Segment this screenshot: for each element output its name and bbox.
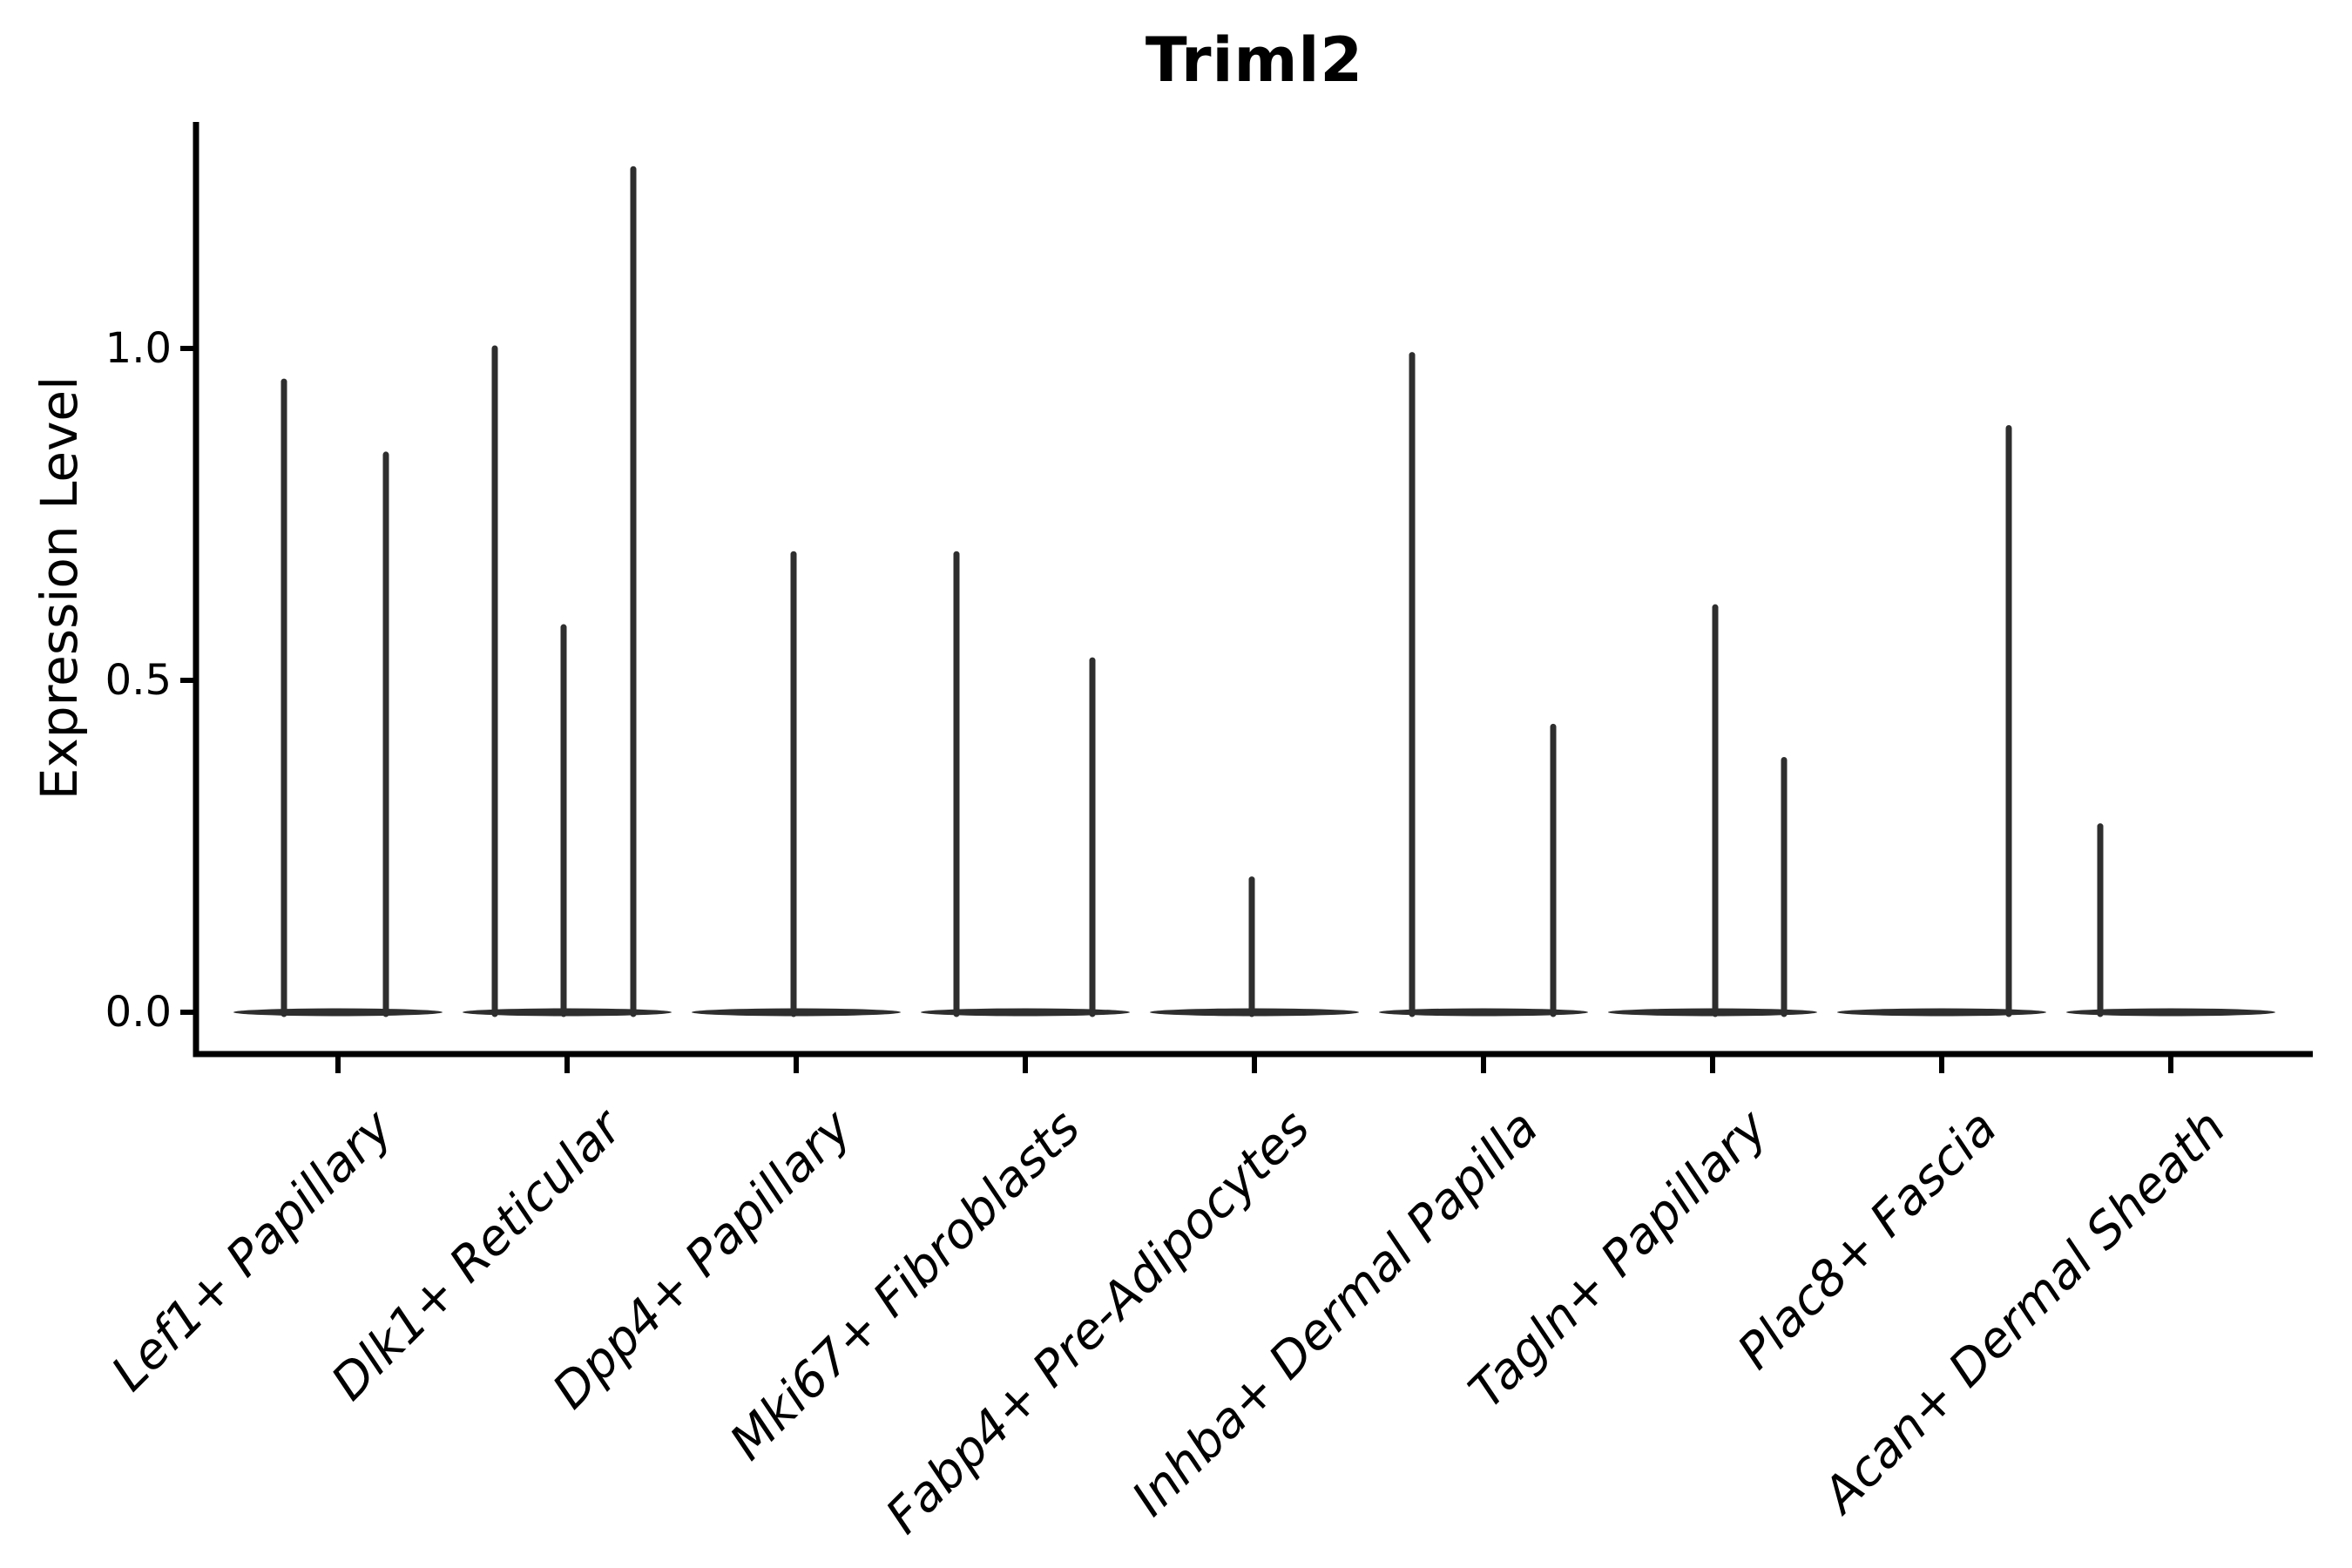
y-tick-label: 1.0	[105, 324, 172, 373]
violin-base	[2066, 1008, 2275, 1017]
y-tick-label: 0.0	[105, 988, 172, 1037]
violin-base	[1837, 1008, 2046, 1017]
violin-base	[921, 1008, 1130, 1017]
violin-base	[1379, 1008, 1588, 1017]
y-tick-label: 0.5	[105, 656, 172, 705]
violin-base	[233, 1008, 443, 1017]
violin-base	[463, 1008, 672, 1017]
chart-title: Triml2	[1145, 24, 1364, 96]
